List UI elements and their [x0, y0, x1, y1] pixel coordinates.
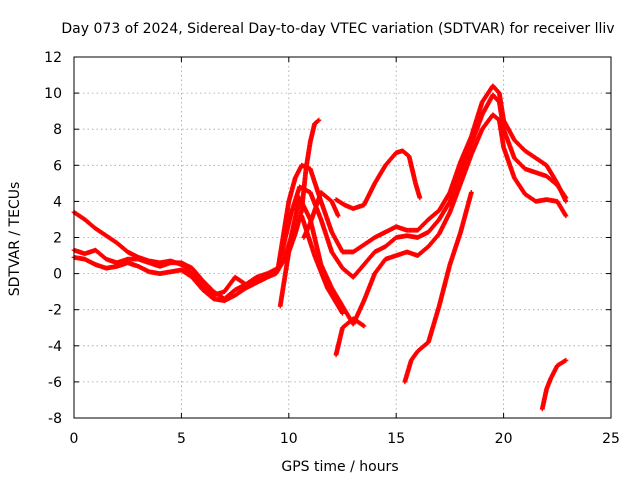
y-tick-label: 8	[53, 122, 62, 138]
series-3	[71, 112, 569, 327]
plus-marker	[468, 189, 474, 195]
plus-marker	[563, 213, 569, 219]
series-4-segment-4	[299, 213, 345, 316]
y-tick-label: -4	[48, 339, 62, 355]
plus-marker	[315, 118, 321, 124]
x-tick-label: 5	[177, 431, 186, 447]
series-4-segment-2	[301, 189, 341, 240]
series-4-segment-1	[277, 117, 322, 309]
y-tick-label: 10	[44, 86, 62, 102]
y-tick-label: 4	[53, 194, 62, 210]
series-2-segment-1	[71, 92, 569, 302]
y-tick-label: 2	[53, 231, 62, 247]
x-tick-label: 10	[280, 431, 298, 447]
series-2	[71, 92, 569, 302]
plus-marker	[340, 310, 345, 316]
y-axis-label: SDTVAR / TECUs	[7, 182, 23, 297]
x-tick-label: 0	[70, 431, 79, 447]
y-tick-label: 12	[44, 50, 62, 66]
chart-title: Day 073 of 2024, Sidereal Day-to-day VTE…	[61, 21, 614, 37]
series-4	[277, 117, 569, 412]
axes: 0 5 10 15 20 25 -8 -6 -4 -2 0 2 4 6 8 10 12	[44, 50, 620, 447]
series-4-segment-6	[539, 357, 569, 412]
plus-marker	[316, 117, 322, 123]
x-tick-label: 15	[387, 431, 405, 447]
y-tick-label: -2	[48, 303, 62, 319]
x-axis-label: GPS time / hours	[281, 459, 398, 475]
x-tick-label: 25	[602, 431, 620, 447]
grid-lines	[74, 57, 611, 418]
plot-frame	[73, 56, 612, 419]
plus-marker	[563, 357, 569, 363]
series-4-segment-3	[333, 316, 367, 358]
plus-marker	[417, 195, 423, 201]
series-4-segment-5	[402, 189, 474, 385]
x-tick-label: 20	[495, 431, 513, 447]
plus-marker	[563, 195, 569, 201]
y-tick-label: -8	[48, 411, 62, 427]
data-series	[71, 83, 569, 412]
y-tick-label: 6	[53, 158, 62, 174]
y-tick-label: 0	[53, 267, 62, 283]
plus-marker	[361, 323, 367, 329]
plus-marker	[335, 213, 341, 219]
series-1-segment-2	[333, 148, 423, 212]
y-tick-label: -6	[48, 375, 62, 391]
series-3-segment-1	[71, 112, 569, 327]
